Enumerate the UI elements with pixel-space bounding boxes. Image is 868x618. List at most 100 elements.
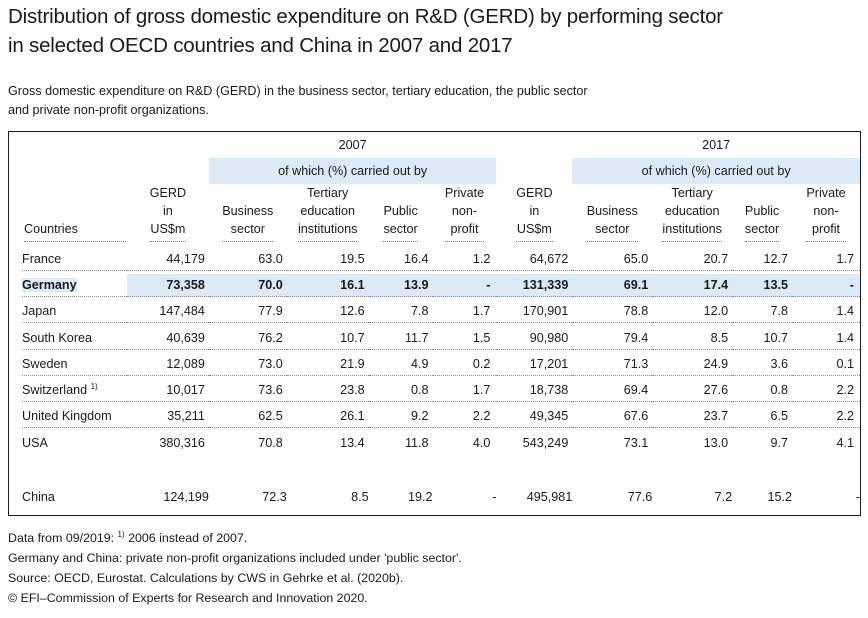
tertiary-2007: 19.5 <box>286 246 369 272</box>
country-name: South Korea <box>22 330 93 345</box>
country-cell: South Korea <box>9 325 127 351</box>
gerd-table-frame: 2007 2017 of which (%) carried out by of… <box>8 131 861 516</box>
col-header-tertiary-2007: Tertiary education institutions <box>287 184 369 246</box>
of-which-2017: of which (%) carried out by <box>572 158 860 184</box>
col-header-business-2017: Business sector <box>572 184 652 246</box>
gerd-2017: 18,738 <box>496 377 573 403</box>
private-2007: 2.2 <box>432 404 497 430</box>
gerd-2017: 170,901 <box>496 299 573 325</box>
private-2017: - <box>855 490 860 505</box>
col-header-gerd-2007: GERD in US$m <box>127 184 209 246</box>
public-2007: 0.8 <box>368 377 433 403</box>
private-2017: 1.4 <box>792 299 860 325</box>
col-header-private-2017: Private non-profit <box>792 184 860 246</box>
gerd-2017: 49,345 <box>496 404 573 430</box>
gerd-2007: 380,316 <box>159 436 205 451</box>
business-2007: 73.6 <box>208 377 287 403</box>
public-2017: 0.8 <box>732 377 793 403</box>
gerd-2007: 40,639 <box>126 325 209 351</box>
column-header-row: Countries GERD in US$m Business sector Tert… <box>9 184 860 246</box>
public-2017: 7.8 <box>732 299 793 325</box>
table-row: United Kingdom 35,211 62.5 26.1 9.2 2.2 49,345… <box>9 404 860 430</box>
country-cell: Switzerland 1) <box>9 377 127 403</box>
col-header-private-2007: Private non-profit <box>433 184 497 246</box>
tertiary-2007: 8.5 <box>351 490 369 505</box>
business-2017: 65.0 <box>572 246 653 272</box>
business-2017: 77.6 <box>627 490 653 505</box>
copyright: © EFI–Commission of Experts for Research… <box>8 591 368 605</box>
public-2007: 7.8 <box>368 299 433 325</box>
business-2017: 79.4 <box>572 325 653 351</box>
public-2017: 12.7 <box>732 246 793 272</box>
gerd-2007: 73,358 <box>126 272 209 298</box>
gerd-2017: 64,672 <box>496 246 573 272</box>
table-row: Germany 73,358 70.0 16.1 13.9-131,339 69.1 17.… <box>9 272 860 298</box>
footnote-ref: 1) <box>90 381 98 391</box>
business-2017: 67.6 <box>572 404 653 430</box>
gerd-2017: 131,339 <box>496 272 573 298</box>
private-2007: 1.7 <box>432 299 497 325</box>
public-2007: 9.2 <box>368 404 433 430</box>
col-header-public-2017: Public sector <box>732 184 792 246</box>
col-header-business-2007: Business sector <box>209 184 287 246</box>
country-cell: United Kingdom <box>9 404 127 430</box>
tertiary-2007: 16.1 <box>286 272 369 298</box>
tertiary-2007: 21.9 <box>286 351 369 377</box>
table-row: Switzerland 1) 10,017 73.6 23.8 0.8 1.7 18,738… <box>9 377 860 403</box>
private-2017: 2.2 <box>792 377 860 403</box>
country-name: USA <box>22 436 48 451</box>
public-2007: 16.4 <box>368 246 433 272</box>
public-2007: 4.9 <box>368 351 433 377</box>
private-2007: 1.7 <box>432 377 497 403</box>
public-2017: 9.7 <box>770 436 789 451</box>
business-2017: 71.3 <box>572 351 653 377</box>
year-2017-header: 2017 <box>702 138 731 152</box>
business-2017: 73.1 <box>623 436 649 451</box>
tertiary-2017: 17.4 <box>652 272 733 298</box>
of-which-row: of which (%) carried out by of which (%)… <box>9 158 860 184</box>
private-2007: 4.0 <box>472 436 491 451</box>
col-header-public-2007: Public sector <box>369 184 433 246</box>
business-2007: 62.5 <box>208 404 287 430</box>
col-header-countries: Countries <box>9 184 127 246</box>
table-row-china: China 124,199 72.3 8.5 19.2 - 495,981 77… <box>9 482 860 512</box>
title-line-1: Distribution of gross domestic expenditu… <box>8 5 723 28</box>
tertiary-2007: 13.4 <box>340 436 365 451</box>
public-2007: 11.7 <box>368 325 433 351</box>
gerd-2007: 147,484 <box>126 299 209 325</box>
business-2007: 70.0 <box>208 272 287 298</box>
gerd-2007: 124,199 <box>163 490 209 505</box>
country-cell: Germany <box>9 272 127 298</box>
public-2017: 10.7 <box>732 325 793 351</box>
col-header-gerd-2017: GERD in US$m <box>496 184 572 246</box>
tertiary-2017: 23.7 <box>652 404 733 430</box>
private-2017: 0.1 <box>792 351 860 377</box>
country-cell: France <box>9 246 127 272</box>
country-cell: USA <box>9 430 127 456</box>
page-title: Distribution of gross domestic expenditu… <box>8 2 858 60</box>
gerd-2017: 495,981 <box>526 490 573 505</box>
gerd-2017: 90,980 <box>496 325 573 351</box>
table-row: USA 380,316 70.8 13.4 11.8 4.0 543,249 73.1 13.0… <box>9 430 860 456</box>
public-2007: 13.9 <box>368 272 433 298</box>
gerd-2017: 543,249 <box>522 436 569 451</box>
gerd-2017: 17,201 <box>496 351 573 377</box>
tertiary-2017: 27.6 <box>652 377 733 403</box>
public-2017: 13.5 <box>732 272 793 298</box>
table-row: France 44,179 63.0 19.5 16.4 1.2 64,672 65.0 20.… <box>9 246 860 272</box>
country-name: Sweden <box>22 356 68 371</box>
country-cell: Sweden <box>9 351 127 377</box>
country-name: France <box>22 251 62 266</box>
gerd-2007: 12,089 <box>126 351 209 377</box>
private-2017: 2.2 <box>792 404 860 430</box>
business-2007: 77.9 <box>208 299 287 325</box>
tertiary-2017: 13.0 <box>703 436 729 451</box>
business-2017: 69.4 <box>572 377 653 403</box>
business-2017: 78.8 <box>572 299 653 325</box>
private-2017: 1.4 <box>792 325 860 351</box>
col-header-tertiary-2017: Tertiary education institutions <box>652 184 732 246</box>
public-2007: 11.8 <box>404 436 429 451</box>
business-2007: 63.0 <box>208 246 287 272</box>
subtitle-line-2: and private non-profit organizations. <box>8 103 209 117</box>
tertiary-2017: 7.2 <box>714 490 733 505</box>
